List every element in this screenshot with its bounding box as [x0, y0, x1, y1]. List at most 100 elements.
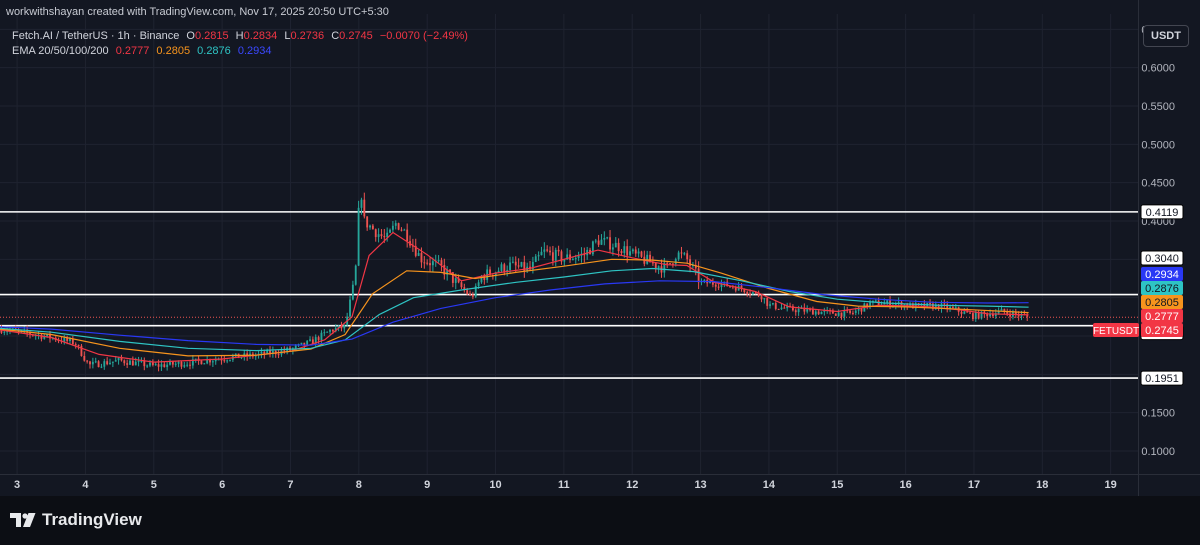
candle-body: [714, 284, 717, 287]
candle-body: [966, 311, 969, 313]
candle-body: [74, 344, 77, 346]
candle-body: [63, 337, 66, 342]
low-label: L: [284, 30, 291, 42]
candle: [351, 280, 354, 301]
candle-body: [646, 254, 649, 264]
candle: [349, 295, 351, 320]
candle: [549, 246, 551, 256]
candle-body: [254, 355, 257, 357]
horizontal-levels: [0, 211, 1138, 379]
candle: [686, 250, 689, 264]
candle: [463, 283, 466, 293]
candle-body: [986, 313, 989, 317]
candle-body: [66, 337, 69, 341]
candle: [471, 291, 474, 300]
candle: [840, 312, 843, 320]
candle: [737, 281, 740, 291]
candle-body: [609, 237, 611, 250]
candle-body: [149, 362, 151, 366]
candle-body: [571, 259, 574, 261]
candle-body: [854, 310, 857, 313]
high-value: 0.2834: [243, 30, 278, 42]
candle: [86, 359, 89, 364]
candle-body: [86, 360, 89, 362]
candle-body: [537, 255, 540, 257]
candle: [74, 342, 77, 349]
ema50-tag-box: [1141, 295, 1183, 309]
candle: [600, 234, 603, 245]
candle-body: [794, 310, 797, 313]
candle: [254, 352, 257, 360]
candle-body: [500, 264, 503, 271]
candle-body: [817, 311, 820, 315]
candle: [657, 265, 660, 275]
candle-body: [203, 363, 206, 365]
price-chart[interactable]: 0.10000.15000.20000.25000.30000.35000.40…: [0, 0, 1200, 496]
candle-body: [314, 337, 317, 344]
candle-body: [949, 306, 951, 309]
candle-body: [960, 311, 963, 314]
candle-body: [837, 312, 840, 316]
tradingview-logo[interactable]: TradingView: [10, 510, 142, 530]
candle-body: [154, 364, 157, 366]
candle-body: [503, 264, 506, 273]
candle: [594, 238, 597, 244]
ema20-value: 0.2777: [115, 45, 150, 57]
tradingview-logo-text: TradingView: [42, 510, 142, 529]
candle-body: [709, 281, 711, 284]
candle-body: [474, 285, 477, 297]
candle: [760, 295, 763, 303]
candle: [983, 310, 986, 318]
candle: [229, 359, 231, 362]
candle-body: [377, 234, 380, 238]
candle: [943, 299, 946, 308]
candle-body: [277, 354, 280, 356]
candle-body: [754, 292, 757, 294]
candle-body: [923, 303, 926, 308]
candle-body: [340, 325, 343, 329]
candle: [106, 357, 109, 366]
time-axis[interactable]: 3 4 5 6 7 8 9 10 11 12 13 14 15 16 17 18 19: [14, 479, 1117, 491]
candle-body: [1009, 313, 1011, 317]
candle-body: [783, 307, 786, 309]
candle-body: [603, 238, 606, 240]
candle-body: [654, 262, 657, 268]
candle-body: [69, 338, 71, 341]
level-tag-text: 0.4119: [1146, 207, 1179, 219]
candle-body: [637, 251, 640, 254]
candle: [523, 255, 526, 278]
candle: [511, 256, 514, 264]
candle-body: [71, 338, 74, 345]
price-axis[interactable]: 0.10000.15000.20000.25000.30000.35000.40…: [1141, 24, 1175, 458]
x-tick-label: 15: [831, 479, 843, 491]
candle: [794, 308, 797, 316]
candle: [837, 309, 840, 317]
candle-body: [449, 269, 451, 273]
currency-button[interactable]: USDT: [1143, 25, 1189, 47]
candle-body: [469, 294, 471, 296]
candle-body: [763, 298, 766, 300]
candle: [174, 361, 177, 367]
candle: [109, 358, 111, 365]
candle: [774, 301, 777, 311]
candle: [189, 361, 191, 370]
candle: [203, 362, 206, 365]
candle-body: [317, 337, 320, 341]
candle-body: [514, 261, 517, 266]
candle: [597, 234, 600, 248]
candle-body: [869, 302, 871, 308]
candle-body: [389, 229, 391, 233]
level-tag-box: [1140, 370, 1184, 386]
grid: [0, 0, 1200, 496]
legend-symbol-line: Fetch.AI / TetherUS · 1h · Binance O0.28…: [12, 30, 468, 42]
candle-body: [6, 331, 9, 333]
candle-body: [360, 199, 363, 208]
legend-ema-line[interactable]: EMA 20/50/100/200 0.2777 0.2805 0.2876 0…: [12, 45, 272, 57]
candle-body: [623, 246, 626, 254]
candle: [269, 346, 271, 358]
candle: [169, 359, 171, 366]
symbol-tag-box: [1093, 323, 1139, 337]
candle: [843, 306, 846, 321]
candle-body: [497, 270, 500, 273]
candle: [500, 262, 503, 274]
